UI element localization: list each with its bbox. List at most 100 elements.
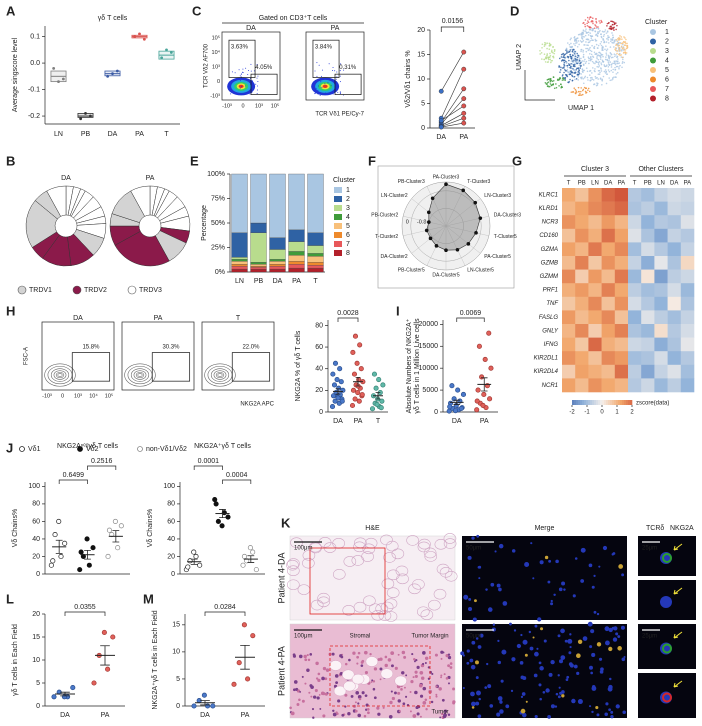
cell <box>592 22 594 25</box>
cell <box>584 75 587 78</box>
heat-cell <box>562 269 576 284</box>
event <box>318 64 320 66</box>
column-label: DA <box>670 181 678 187</box>
cell <box>550 61 552 64</box>
heat-cell <box>641 337 655 352</box>
cell <box>569 49 572 51</box>
cell <box>614 62 616 64</box>
cell <box>585 41 587 43</box>
cell <box>607 65 610 68</box>
heat-cell <box>562 378 576 393</box>
y-tick-label: 10⁵ <box>212 34 220 41</box>
row-label: GNLY <box>542 328 559 334</box>
chart-title: NKG2Aⁿᵉᵍγδ T cells <box>57 443 118 450</box>
heat-cell <box>588 378 602 393</box>
cell <box>572 51 575 54</box>
x-tick-label: -10³ <box>42 393 52 399</box>
tissue <box>409 710 412 713</box>
tissue <box>290 711 295 716</box>
tissue <box>301 699 305 703</box>
heat-cell <box>628 269 642 284</box>
legend-label: TRDV2 <box>84 287 107 294</box>
heat-cell <box>628 324 642 338</box>
tissue <box>306 668 310 673</box>
cell <box>594 70 596 73</box>
tissue <box>363 714 367 718</box>
cell <box>575 38 578 40</box>
x-tick-label: DA <box>273 278 283 285</box>
event <box>239 80 241 82</box>
cell <box>612 62 614 65</box>
nucleus <box>600 667 604 672</box>
heat-cell <box>667 242 682 257</box>
cell <box>547 58 550 61</box>
data-point <box>84 536 90 542</box>
cell <box>584 25 587 28</box>
cell <box>568 59 570 62</box>
panel-letter: M <box>143 591 154 606</box>
cell <box>612 78 614 80</box>
nucleus <box>528 630 532 634</box>
heat-cell <box>667 378 682 393</box>
cell <box>590 37 593 40</box>
error-bar <box>60 691 70 697</box>
event <box>238 69 240 71</box>
y-axis-label: FSC-A <box>24 347 30 365</box>
cell <box>577 76 580 78</box>
cell <box>616 50 619 52</box>
legend-label: non-Vδ1/Vδ2 <box>146 446 187 453</box>
heat-cell <box>588 188 602 202</box>
cell <box>615 73 618 75</box>
cell <box>586 47 589 50</box>
heat-cell <box>562 242 576 257</box>
legend-swatch <box>334 250 342 256</box>
tissue <box>405 674 408 677</box>
nucleus <box>590 629 595 634</box>
region-label: Tumor Margin <box>411 634 448 640</box>
cell <box>582 21 585 24</box>
pair-line <box>441 88 464 123</box>
row-label: PRF1 <box>543 288 558 294</box>
error-bar <box>375 392 381 400</box>
cell <box>571 46 573 48</box>
gate <box>151 352 191 382</box>
data-point <box>449 383 455 389</box>
legend-label: 3 <box>346 205 350 212</box>
cell <box>569 46 572 48</box>
x-tick-label: DA <box>436 134 446 141</box>
tissue <box>452 687 455 691</box>
event <box>234 72 236 74</box>
x-tick-label: DA <box>200 712 210 719</box>
legend-label: 6 <box>346 232 350 239</box>
cell <box>581 70 584 73</box>
channel-signal <box>662 692 672 703</box>
y-tick-label: 5000 <box>422 387 438 394</box>
tissue <box>447 682 450 685</box>
y-tick-label: 0 <box>434 409 438 416</box>
tissue <box>390 651 395 655</box>
axis-label: PB-Cluster2 <box>371 212 398 218</box>
event <box>318 93 320 95</box>
bracket <box>87 465 117 470</box>
cell <box>541 58 543 60</box>
cell <box>573 36 576 39</box>
heat-cell <box>641 296 655 311</box>
data-point <box>253 567 259 573</box>
data-point <box>133 35 137 38</box>
data-point <box>231 681 237 687</box>
bar-segment <box>307 267 324 273</box>
nucleus <box>496 712 501 717</box>
cell <box>618 48 621 50</box>
tissue <box>296 703 300 706</box>
nucleus <box>500 679 504 683</box>
tissue <box>416 712 420 716</box>
cell <box>560 83 562 85</box>
nucleus <box>561 694 565 698</box>
heat-cell <box>667 228 682 243</box>
y-tick-label: 15000 <box>419 343 439 350</box>
data-point <box>332 398 338 404</box>
colorbar-step <box>616 400 619 405</box>
axis-label: DA-Cluster5 <box>432 272 459 278</box>
colorbar-step <box>584 400 587 405</box>
axis-label: T-Cluster5 <box>494 234 517 240</box>
